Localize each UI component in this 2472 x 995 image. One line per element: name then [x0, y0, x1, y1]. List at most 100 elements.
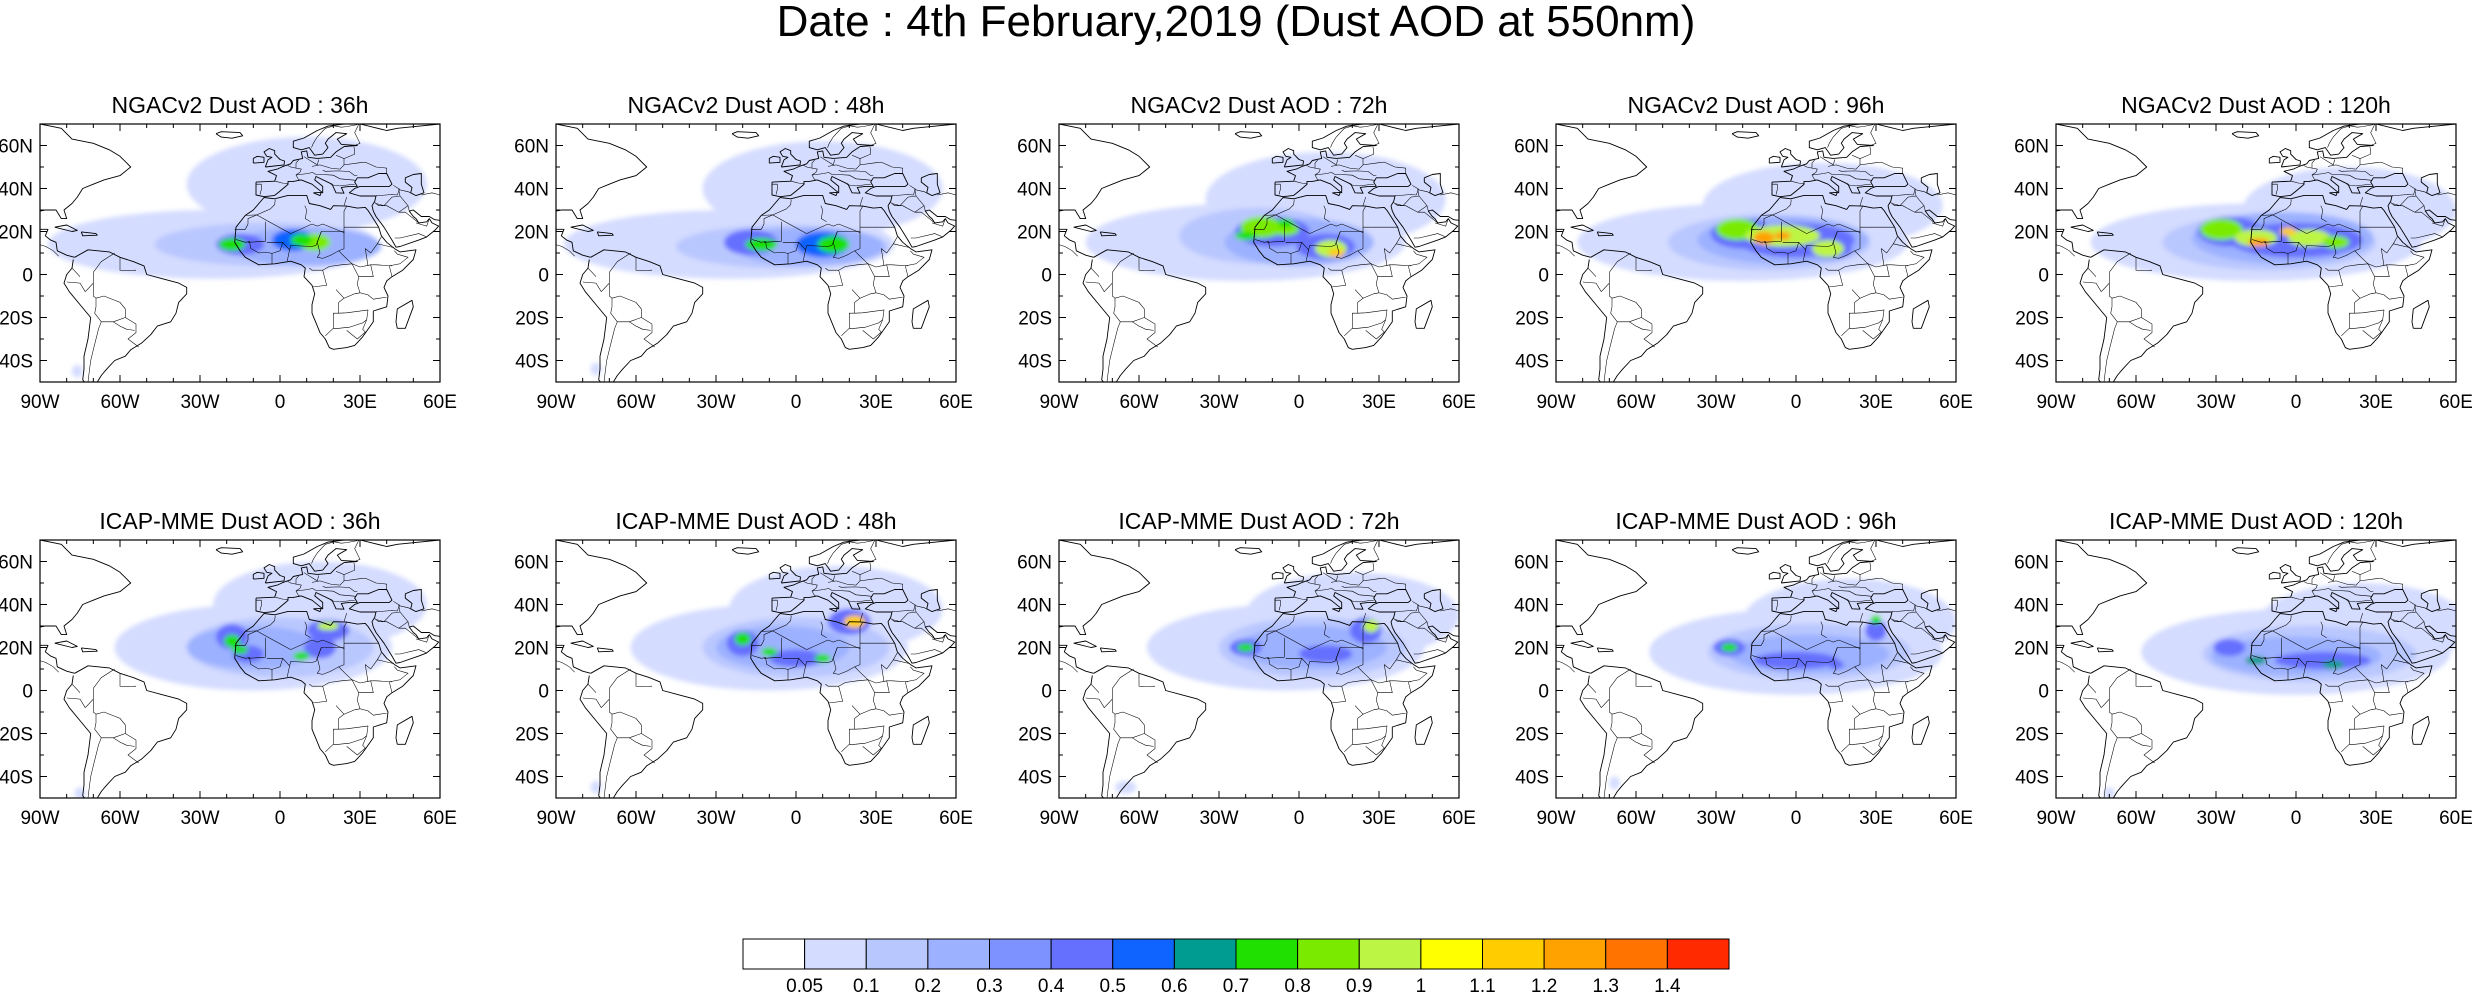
country-border	[1828, 686, 1844, 704]
lon-tick-label: 90W	[2036, 808, 2075, 829]
coastline	[2096, 231, 2114, 237]
country-border	[1609, 283, 1655, 348]
country-border	[1396, 243, 1413, 248]
country-border	[849, 309, 885, 329]
country-border	[312, 686, 328, 704]
colorbar-legend: 0.05 0.1 0.2 0.3 0.4 0.5 0.6 0.7 0.8 0.9 1 1.1 1.2 1.…	[742, 938, 1730, 993]
country-border	[1843, 540, 1874, 544]
country-border	[1322, 156, 1338, 166]
lat-tick-label: 40S	[0, 768, 33, 789]
country-border	[1426, 205, 1429, 212]
country-border	[271, 658, 283, 680]
country-border	[1376, 680, 1406, 716]
country-border	[1838, 585, 1874, 592]
country-border	[245, 621, 347, 650]
coastlines	[1059, 124, 1459, 382]
coastline	[1771, 173, 1909, 206]
aod-contour	[702, 141, 943, 236]
country-border	[322, 174, 357, 181]
country-border	[1811, 172, 1839, 176]
country-border	[286, 164, 302, 181]
country-border	[1362, 292, 1380, 299]
country-border	[1349, 183, 1374, 187]
country-border	[1635, 257, 1653, 271]
lon-tick-label: 60E	[1939, 392, 1973, 413]
coastline	[63, 665, 188, 798]
country-border	[234, 630, 257, 646]
country-border	[1264, 205, 1366, 234]
aod-contour	[218, 237, 246, 251]
aod-contour	[817, 235, 850, 253]
country-border	[309, 263, 359, 277]
country-border	[421, 608, 440, 612]
country-border	[1846, 599, 1871, 603]
country-border	[843, 540, 874, 544]
country-border	[0, 206, 21, 219]
country-border	[1362, 562, 1374, 575]
colorbar-label: 1	[1416, 976, 1427, 993]
colorbar-label: 1.2	[1531, 976, 1557, 993]
country-border	[750, 214, 773, 230]
country-border	[1937, 608, 1956, 612]
country-border	[1132, 321, 1154, 331]
country-border	[343, 161, 387, 174]
coastline	[2250, 194, 2433, 350]
aod-contour	[1237, 643, 1254, 652]
country-border	[1440, 192, 1459, 196]
country-border	[601, 668, 631, 708]
coastline	[556, 540, 648, 636]
country-border	[2392, 601, 2416, 612]
country-border	[1376, 264, 1406, 300]
country-border	[904, 666, 925, 693]
map-plot-area	[1059, 124, 1459, 382]
country-border	[66, 281, 86, 292]
map-plot: 90W 60W 30W 0 30E 60E 60N 40N 20N 0 20S 40S	[514, 539, 973, 829]
country-border	[2327, 125, 2350, 148]
coastline	[395, 299, 414, 329]
country-border	[327, 540, 358, 544]
lat-tick-label: 20S	[0, 309, 33, 330]
country-border	[2437, 608, 2456, 612]
country-border	[2327, 154, 2361, 170]
colorbar-label: 0.5	[1100, 976, 1126, 993]
country-border	[343, 708, 361, 715]
country-border	[1357, 647, 1364, 668]
lat-tick-label: 20S	[2015, 309, 2049, 330]
country-border	[394, 649, 427, 655]
country-border	[937, 192, 956, 196]
country-border	[1931, 218, 1946, 227]
country-border	[1434, 218, 1449, 227]
coastline	[570, 640, 594, 648]
country-border	[802, 665, 806, 678]
country-border	[376, 185, 400, 196]
country-border	[2109, 283, 2155, 348]
country-border	[1417, 189, 1430, 197]
country-border	[1305, 665, 1309, 678]
country-border	[1417, 627, 1438, 640]
coastline	[1570, 640, 1594, 648]
coastline	[1271, 155, 1284, 164]
country-border	[338, 231, 345, 252]
country-border	[256, 599, 262, 611]
country-border	[2404, 250, 2425, 277]
country-border	[1819, 572, 1835, 582]
country-borders	[1556, 124, 1956, 382]
colorbar-swatch	[1112, 938, 1175, 970]
coastline	[255, 173, 393, 206]
coastline	[1768, 155, 1781, 164]
lat-tick-label: 40S	[2015, 768, 2049, 789]
country-border	[1305, 164, 1321, 181]
coastline	[1556, 540, 1648, 636]
country-border	[2338, 174, 2373, 181]
panel-ngacv2-72h: NGACv2 Dust AOD : 72h 90W 60W 30W 0 30E 60E 60…	[1017, 92, 1476, 417]
country-border	[1440, 608, 1459, 612]
country-border	[1832, 231, 1909, 268]
coastline	[1332, 191, 1341, 197]
country-border	[2359, 613, 2363, 622]
country-border	[2087, 683, 2097, 693]
panel-ngacv2-36h: NGACv2 Dust AOD : 36h 90W 60W 30W 0 30E 60E 60…	[0, 92, 457, 417]
lat-tick-label: 40N	[1017, 596, 1052, 617]
country-border	[388, 250, 409, 277]
aod-contour	[2245, 656, 2267, 665]
lat-tick-label: 60N	[514, 553, 549, 574]
